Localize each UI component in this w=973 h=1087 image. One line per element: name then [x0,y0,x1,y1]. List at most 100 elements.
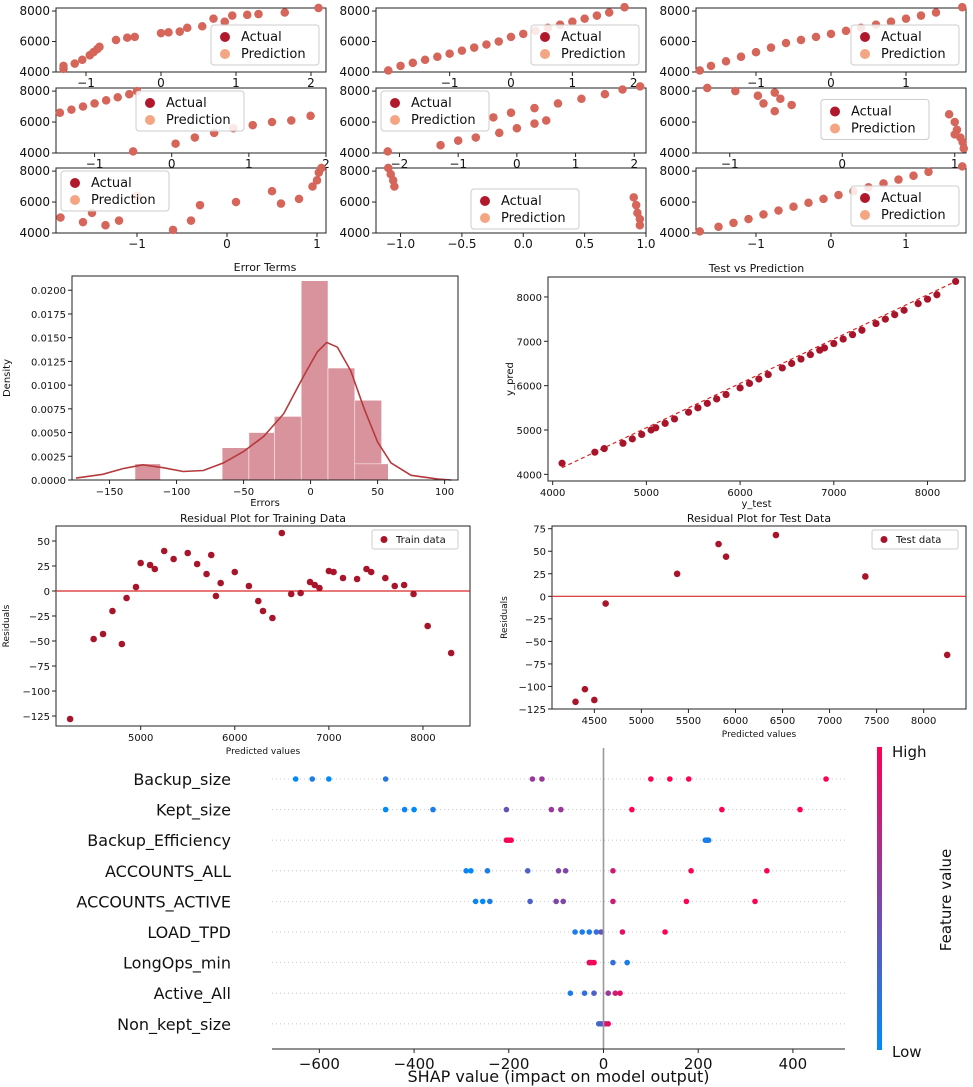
y-tick-label: 8000 [339,164,370,178]
prediction-point [445,49,454,58]
shap-point [648,776,654,782]
y-tick-label: 5000 [517,426,542,437]
actual-vs-prediction-panel-8: 4000 6000 8000 −1.0 −0.5 0.0 0.5 1.0 Actual Predi… [339,163,656,251]
y-axis-label: Residuals [500,596,510,639]
y-tick-label: 0.0200 [31,286,66,297]
chart-title: Test vs Prediction [708,262,805,275]
data-point [602,600,609,607]
prediction-point [766,43,776,52]
shap-point [617,990,623,996]
prediction-point [592,11,602,20]
prediction-point [78,55,87,65]
data-point [99,630,107,638]
x-tick-label: 0 [157,76,165,90]
x-tick-label: 6000 [727,488,752,499]
actual-vs-prediction-panel-6: 4000 6000 8000 −1 0 1 Actual Prediction [659,83,968,171]
x-tick-label: 200 [684,1055,713,1073]
y-tick-label: 6000 [339,115,370,129]
y-tick-label: 25 [37,562,50,573]
prediction-point [171,139,180,148]
y-tick-label: 0.0150 [31,334,66,345]
legend-actual-marker [540,32,550,42]
prediction-point [433,52,442,61]
prediction-point [789,202,798,211]
legend: Actual Prediction [530,24,640,66]
x-tick-label: 5500 [676,716,701,727]
legend-actual-label: Actual [91,176,132,191]
y-tick-label: 0 [44,587,50,598]
feature-label: ACCOUNTS_ACTIVE [76,892,231,912]
prediction-point [254,9,263,19]
y-tick-label: 8000 [339,4,370,18]
prediction-point [70,59,79,68]
shap-point [558,806,564,813]
x-tick-label: −1 [747,76,765,90]
prediction-point [703,83,712,93]
x-tick-label: −1 [128,237,146,251]
legend-actual-marker [220,32,230,42]
legend: Actual Prediction [380,90,490,132]
shap-point [487,898,493,905]
prediction-point [731,86,740,96]
feature-label: Backup_size [133,770,231,790]
x-tick-label: −1 [77,76,95,90]
prediction-point [113,93,122,102]
prediction-point [834,190,843,200]
prediction-point [950,130,959,139]
x-tick-label: −400 [393,1055,434,1073]
colorbar-low-label: Low [892,1043,922,1061]
data-point [591,448,599,456]
x-tick-label: 1 [951,157,959,171]
y-tick-label: 0.0175 [31,310,66,321]
data-point [330,568,337,576]
data-point [862,573,869,580]
x-tick-label: 2 [307,76,315,90]
prediction-point [243,10,252,20]
legend-label: Test data [895,535,941,546]
prediction-point [950,117,959,127]
shap-point [527,898,533,905]
data-point [745,379,754,388]
shap-point [567,990,574,996]
x-tick-label: 2 [630,157,638,171]
prediction-point [958,162,967,171]
y-tick-label: 4000 [517,470,542,481]
x-tick-label: 0.5 [575,237,594,251]
prediction-point [317,163,326,173]
x-tick-label: −1 [86,157,104,171]
legend-prediction-label: Prediction [411,113,476,128]
legend-frame [530,24,640,66]
legend-frame [871,529,959,550]
y-tick-label: 4000 [659,65,690,79]
prediction-point [804,198,813,208]
legend-actual-marker [860,193,870,203]
shap-point [529,776,536,782]
data-point [858,326,866,334]
histogram-bar [221,447,250,481]
axes-frame [55,7,327,73]
data-point [820,344,829,352]
data-point [933,291,941,299]
prediction-point [759,99,768,108]
prediction-point [781,38,791,48]
legend: Train data [371,529,459,550]
data-point [891,311,899,319]
data-point [736,384,744,392]
actual-vs-prediction-panel-5: 4000 6000 8000 −2 −1 0 1 2 Actual Prediction [339,82,647,171]
y-tick-label: −50 [29,637,50,648]
prediction-point [287,116,296,125]
prediction-point [542,116,551,125]
actual-vs-prediction-panel-2: 4000 6000 8000 −1 0 1 2 Actual Prediction [339,3,647,90]
feature-label: ACCOUNTS_ALL [105,862,231,882]
y-tick-label: −75 [525,660,546,671]
prediction-point [175,27,184,36]
x-axis-label: Predicted values [226,747,301,757]
shap-point [629,806,635,813]
y-axis-label: Residuals [2,604,12,647]
y-tick-label: 4000 [339,226,370,240]
prediction-point [95,42,104,52]
y-tick-label: 6000 [19,195,50,209]
y-tick-label: 6000 [659,35,690,49]
data-point [123,594,130,602]
legend-frame [60,170,170,212]
